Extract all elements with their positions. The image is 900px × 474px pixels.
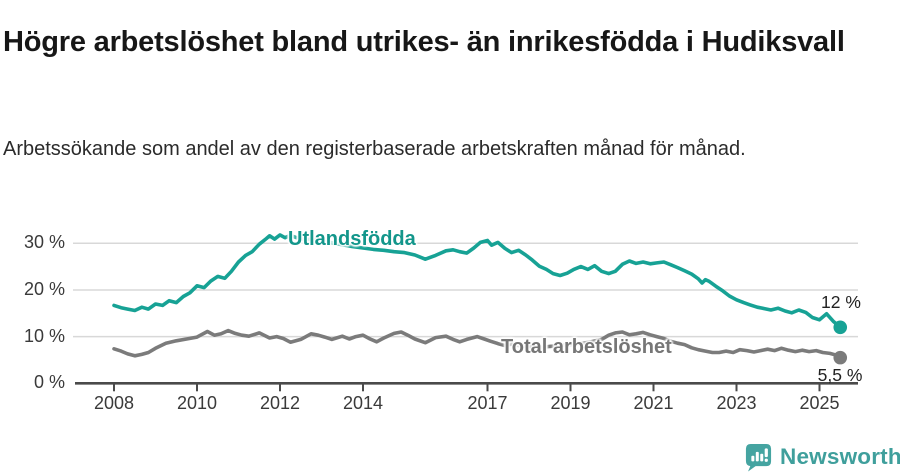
newsworthy-logo-text: Newsworthy xyxy=(780,443,900,469)
series-label-total-arbetsloshet: Total arbetslöshet xyxy=(501,336,672,358)
x-axis-tick-label-2023: 2023 xyxy=(716,393,757,413)
y-axis-tick-label-30: 30 % xyxy=(23,232,65,253)
series-label-utlandsfodda: Utlandsfödda xyxy=(288,228,416,250)
series-end-dot-total xyxy=(833,350,848,365)
series-line-total xyxy=(112,328,843,360)
series-line-utlandsfodda xyxy=(112,233,843,330)
x-axis-tick-label-2021: 2021 xyxy=(633,393,674,413)
x-axis-tick-label-2017: 2017 xyxy=(467,393,508,413)
y-axis-tick-label-0: 0 % xyxy=(33,372,65,393)
chart-subtitle: Arbetssökande som andel av den registerb… xyxy=(3,138,746,160)
end-value-label-utlandsfodda: 12 % xyxy=(821,292,861,312)
end-value-label-total: 5,5 % xyxy=(817,365,863,385)
y-axis-tick-label-10: 10 % xyxy=(23,325,65,346)
page-title: Högre arbetslöshet bland utrikes- än inr… xyxy=(3,26,845,59)
series-end-dot-utlandsfodda xyxy=(833,320,848,335)
x-axis-tick-label-2008: 2008 xyxy=(93,393,135,413)
x-axis-tick-label-2025: 2025 xyxy=(799,393,840,413)
y-axis-tick-label-20: 20 % xyxy=(23,278,65,299)
x-axis-tick-label-2019: 2019 xyxy=(550,393,591,413)
x-axis-tick-label-2012: 2012 xyxy=(259,393,301,413)
x-axis-tick-label-2014: 2014 xyxy=(342,393,384,413)
x-axis-tick-label-2010: 2010 xyxy=(176,393,218,413)
newsworthy-logo[interactable]: Newsworthy xyxy=(744,442,900,472)
newsworthy-bubble-barchart-icon xyxy=(745,443,772,472)
